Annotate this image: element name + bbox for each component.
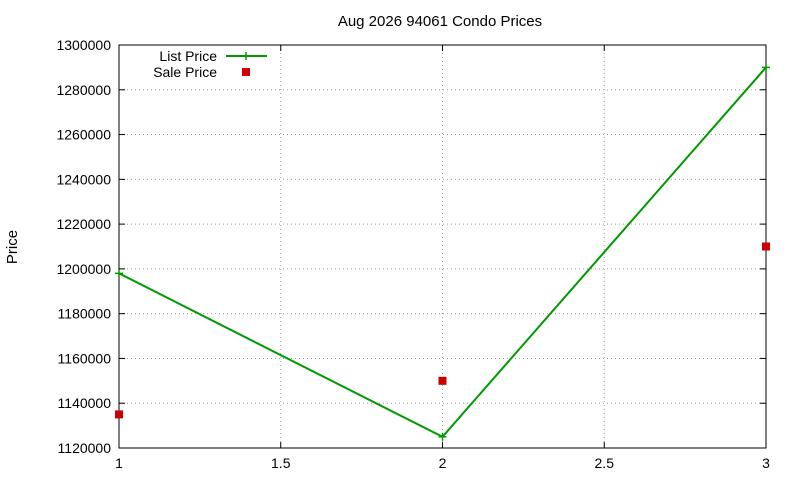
data-series bbox=[115, 63, 770, 441]
chart-title: Aug 2026 94061 Condo Prices bbox=[338, 13, 542, 30]
y-tick-label: 1300000 bbox=[56, 37, 111, 53]
y-tick-label: 1220000 bbox=[56, 216, 111, 232]
y-tick-label: 1200000 bbox=[56, 261, 111, 277]
data-point bbox=[115, 269, 123, 278]
data-point bbox=[438, 432, 447, 441]
legend-marker bbox=[242, 52, 250, 60]
legend-entry: Sale Price bbox=[153, 64, 250, 80]
data-point bbox=[762, 242, 770, 251]
x-tick-label: 3 bbox=[762, 455, 770, 471]
legend-label: Sale Price bbox=[153, 64, 217, 80]
y-tick-label: 1140000 bbox=[58, 395, 112, 411]
x-tick-label: 1 bbox=[115, 455, 123, 471]
x-tick-label: 2 bbox=[439, 455, 447, 471]
y-axis-label: Price bbox=[4, 230, 21, 264]
legend-marker bbox=[242, 68, 250, 76]
legend-label: List Price bbox=[159, 48, 217, 64]
y-tick-label: 1180000 bbox=[58, 306, 112, 322]
data-point bbox=[438, 376, 447, 385]
grid-lines bbox=[119, 45, 766, 448]
y-tick-label: 1260000 bbox=[56, 127, 111, 143]
tick-labels: 1120000 1140000 1160000 1180000 1200000 12200… bbox=[56, 37, 770, 471]
y-tick-label: 1280000 bbox=[56, 82, 111, 98]
series-list-price bbox=[115, 63, 770, 441]
y-tick-label: 1120000 bbox=[58, 440, 112, 456]
x-tick-label: 2.5 bbox=[595, 455, 615, 471]
legend-entry: List Price bbox=[159, 48, 267, 64]
x-tick-label: 1.5 bbox=[271, 455, 291, 471]
y-tick-label: 1240000 bbox=[56, 171, 111, 187]
series-sale-price bbox=[115, 242, 770, 419]
data-point bbox=[762, 63, 770, 72]
y-tick-label: 1160000 bbox=[58, 350, 112, 366]
data-point bbox=[115, 410, 123, 419]
